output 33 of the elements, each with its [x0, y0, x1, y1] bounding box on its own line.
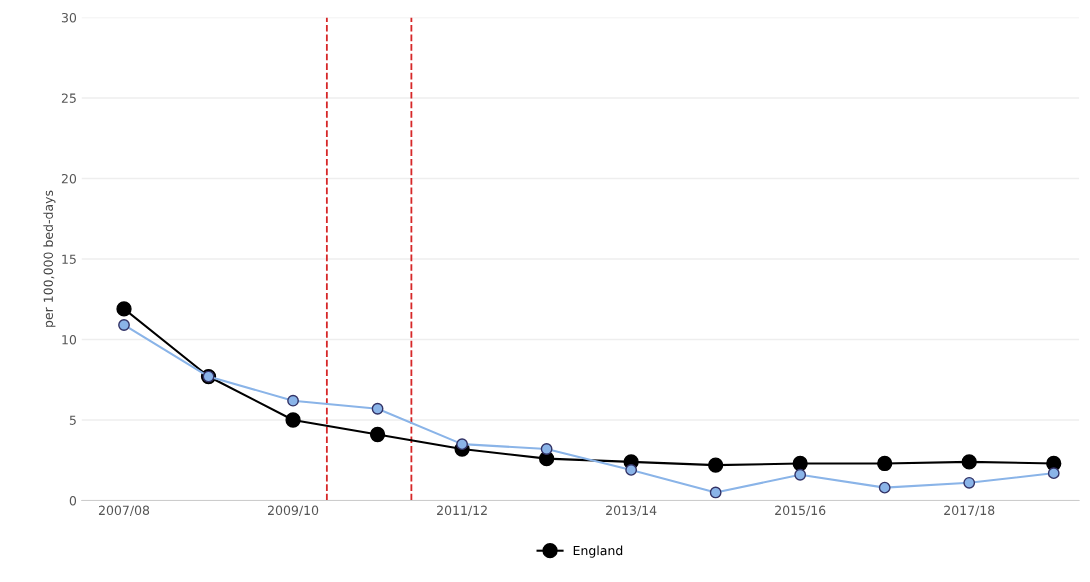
y-tick-label: 20: [61, 173, 77, 184]
point: [287, 394, 299, 407]
y-tick-label: 10: [62, 334, 77, 345]
y-tick-label: 0: [69, 495, 77, 506]
point: [1047, 467, 1060, 480]
legend-label: England: [573, 545, 623, 558]
point: [371, 402, 384, 415]
point: [116, 301, 132, 317]
point: [709, 486, 722, 499]
x-tick-label: 2017/18: [944, 505, 995, 517]
point: [456, 438, 468, 451]
x-tick-label: 2015/16: [775, 505, 826, 517]
y-axis-title: per 100,000 bed-days: [43, 190, 56, 327]
point: [961, 454, 977, 470]
point: [877, 455, 893, 472]
point: [369, 426, 386, 443]
x-tick-label: 2009/10: [268, 505, 319, 517]
point: [963, 476, 976, 489]
point: [878, 481, 891, 494]
point: [625, 464, 638, 476]
y-tick-label: 5: [69, 415, 76, 425]
point: [118, 319, 130, 331]
x-tick-label: 2007/08: [98, 505, 150, 517]
point: [285, 412, 301, 428]
point: [540, 443, 553, 455]
point: [792, 455, 808, 472]
point: [708, 457, 724, 473]
point: [794, 468, 807, 481]
y-tick-label: 15: [62, 254, 76, 264]
y-tick-label: 25: [61, 93, 76, 103]
x-tick-label: 2011/12: [437, 505, 487, 517]
x-tick-label: 2013/14: [606, 505, 657, 517]
y-tick-label: 30: [61, 12, 77, 23]
